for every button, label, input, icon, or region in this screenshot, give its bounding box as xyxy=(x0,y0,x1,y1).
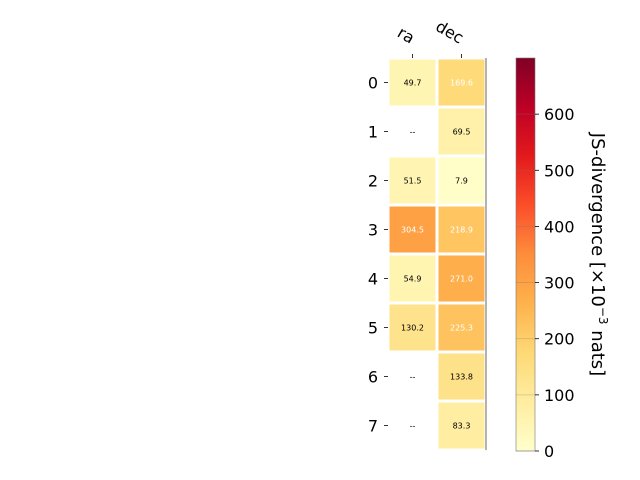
cell-value-label: -- xyxy=(410,422,416,431)
column-tick-label: dec xyxy=(433,17,467,48)
row-tick-label: 0 xyxy=(368,74,378,93)
row-tick-label: 7 xyxy=(368,417,378,436)
cell-value-label: -- xyxy=(410,373,416,382)
cell-value-label: 133.8 xyxy=(450,373,473,382)
cell-value-label: 225.3 xyxy=(450,324,473,333)
colorbar-tick-label: 0 xyxy=(544,442,554,461)
heatmap-cell xyxy=(438,108,485,155)
cell-value-label: -- xyxy=(410,128,416,137)
column-tick-label: ra xyxy=(394,23,418,48)
heatmap-grid: 49.7 169.6 -- 69.5 51.5 7.9 304.5 218.9 54.9 271.… xyxy=(368,17,487,450)
colorbar-tick-label: 300 xyxy=(544,274,575,293)
row-tick-label: 5 xyxy=(368,319,378,338)
colorbar-gradient xyxy=(515,57,536,452)
heatmap-cell xyxy=(438,206,485,253)
heatmap-cell xyxy=(438,304,485,351)
heatmap-cell xyxy=(438,353,485,400)
heatmap-cell xyxy=(389,255,436,302)
cell-value-label: 130.2 xyxy=(401,324,424,333)
row-tick-label: 3 xyxy=(368,221,378,240)
colorbar-label-prefix: JS-divergence [×10 xyxy=(587,132,608,307)
colorbar-tick-label: 200 xyxy=(544,330,575,349)
colorbar-tick-label: 100 xyxy=(544,386,575,405)
colorbar-label-exponent: −3 xyxy=(596,307,610,325)
heatmap-cell xyxy=(438,255,485,302)
colorbar-label-suffix: nats] xyxy=(587,325,608,377)
heatmap-cell xyxy=(438,59,485,106)
heatmap-cell xyxy=(438,402,485,449)
heatmap-cell xyxy=(389,304,436,351)
cell-value-label: 49.7 xyxy=(404,79,422,88)
colorbar-tick-label: 500 xyxy=(544,161,575,180)
colorbar-tick-label: 600 xyxy=(544,105,575,124)
cell-value-label: 69.5 xyxy=(453,128,471,137)
cell-value-label: 271.0 xyxy=(450,275,473,284)
heatmap-cell xyxy=(438,157,485,204)
row-tick-label: 1 xyxy=(368,123,378,142)
cell-value-label: 51.5 xyxy=(404,177,422,186)
colorbar: 0 100 200 300 400 500 600 JS-divergence [×10−3 … xyxy=(515,57,610,461)
row-tick-label: 6 xyxy=(368,368,378,387)
cell-value-label: 83.3 xyxy=(453,422,471,431)
cell-value-label: 7.9 xyxy=(455,177,468,186)
heatmap-cell xyxy=(389,157,436,204)
row-tick-label: 2 xyxy=(368,172,378,191)
heatmap-cell xyxy=(389,206,436,253)
colorbar-tick-label: 400 xyxy=(544,217,575,236)
cell-value-label: 218.9 xyxy=(450,226,473,235)
cell-value-label: 304.5 xyxy=(401,226,424,235)
heatmap-cell xyxy=(389,59,436,106)
row-tick-label: 4 xyxy=(368,270,378,289)
cell-value-label: 169.6 xyxy=(450,79,473,88)
colorbar-label: JS-divergence [×10−3 nats] xyxy=(587,132,610,376)
cell-value-label: 54.9 xyxy=(404,275,422,284)
